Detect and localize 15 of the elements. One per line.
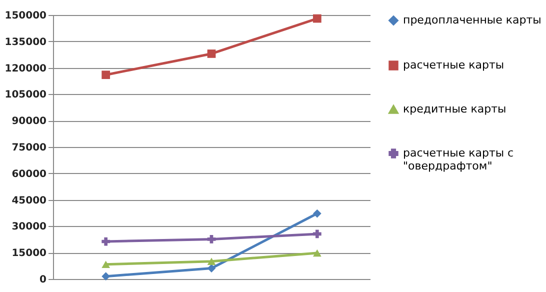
y-tick-label: 0 <box>40 274 47 286</box>
y-tick-label: 105000 <box>4 90 47 101</box>
legend-label: расчетные карты <box>403 58 504 72</box>
y-tick-label: 60000 <box>12 168 47 180</box>
y-tick-label: 15000 <box>12 248 47 260</box>
legend-label: кредитные карты <box>403 102 506 116</box>
y-tick-label: 45000 <box>12 195 47 206</box>
y-tick-label: 90000 <box>12 116 47 128</box>
y-tick-label: 30000 <box>12 222 47 233</box>
y-tick-label: 135000 <box>4 36 47 48</box>
legend-label: расчетные карты с "овердрафтом" <box>403 146 514 172</box>
y-tick-label: 120000 <box>4 63 47 74</box>
y-tick-label: 75000 <box>12 142 47 154</box>
legend-label: предоплаченные карты <box>403 14 542 26</box>
y-tick-label: 150000 <box>4 10 47 22</box>
